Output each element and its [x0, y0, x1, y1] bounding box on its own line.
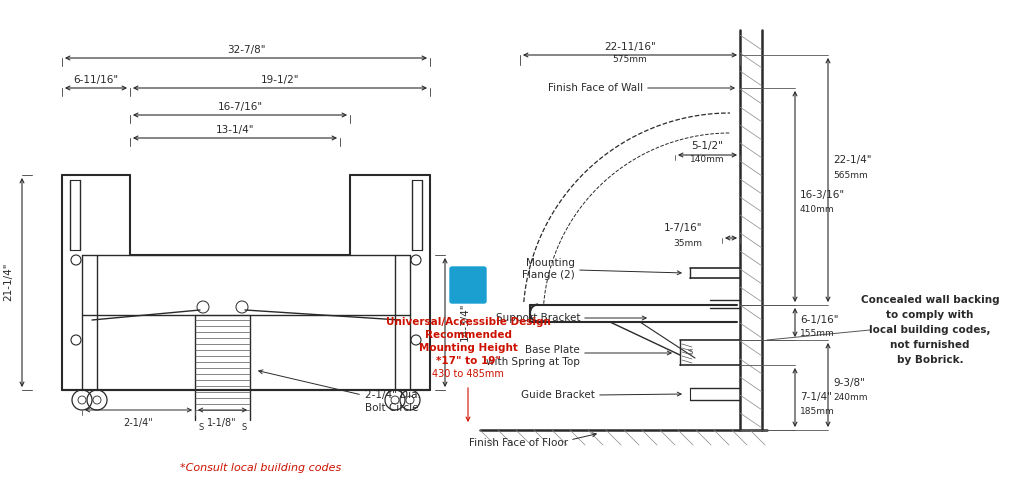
Text: S: S: [199, 424, 204, 432]
Text: 2-1/4" Dia.: 2-1/4" Dia.: [365, 390, 421, 400]
Text: 14-3/4": 14-3/4": [460, 303, 470, 341]
Text: 'S: 'S: [687, 349, 693, 355]
Text: ♿: ♿: [460, 276, 476, 294]
Text: not furnished: not furnished: [891, 340, 970, 350]
Text: local building codes,: local building codes,: [869, 325, 991, 335]
Text: *Consult local building codes: *Consult local building codes: [180, 463, 341, 473]
Text: 16-3/16": 16-3/16": [800, 190, 846, 200]
Text: Flange (2): Flange (2): [523, 270, 575, 280]
Text: Mounting Height: Mounting Height: [418, 343, 518, 353]
Text: 2-1/4": 2-1/4": [123, 418, 153, 428]
Text: S: S: [241, 424, 247, 432]
Text: Recommended: Recommended: [424, 330, 511, 340]
Text: 410mm: 410mm: [800, 205, 834, 215]
Text: 19-1/2": 19-1/2": [260, 75, 299, 85]
Text: Concealed wall backing: Concealed wall backing: [861, 295, 999, 305]
Text: 16-7/16": 16-7/16": [217, 102, 262, 112]
Text: 21-1/4": 21-1/4": [3, 263, 13, 301]
Text: 35mm: 35mm: [673, 239, 702, 247]
Text: 7-1/4": 7-1/4": [800, 392, 832, 402]
Text: 240mm: 240mm: [833, 392, 867, 402]
Text: 32-7/8": 32-7/8": [227, 45, 265, 55]
Text: Base Plate: Base Plate: [525, 345, 580, 355]
Text: Mounting: Mounting: [526, 258, 575, 268]
Text: 140mm: 140mm: [690, 156, 725, 164]
Text: 1-7/16": 1-7/16": [663, 223, 702, 233]
Text: 6-11/16": 6-11/16": [74, 75, 119, 85]
Text: 13-1/4": 13-1/4": [215, 125, 254, 135]
Text: with Spring at Top: with Spring at Top: [486, 357, 580, 367]
Text: 22-1/4": 22-1/4": [833, 155, 871, 165]
Text: 1-1/8": 1-1/8": [207, 418, 237, 428]
Text: Bolt Circle: Bolt Circle: [365, 403, 418, 413]
Text: 430 to 485mm: 430 to 485mm: [433, 369, 504, 379]
Text: 9-3/8": 9-3/8": [833, 378, 865, 388]
Text: 575mm: 575mm: [613, 56, 648, 64]
Text: *17" to 19": *17" to 19": [436, 356, 500, 366]
Text: by Bobrick.: by Bobrick.: [897, 355, 964, 365]
Text: 185mm: 185mm: [800, 407, 834, 415]
Text: 565mm: 565mm: [833, 170, 868, 180]
Text: Universal/Accessible Design: Universal/Accessible Design: [385, 317, 550, 327]
Text: Support Bracket: Support Bracket: [495, 313, 580, 323]
Text: 6-1/16": 6-1/16": [800, 315, 838, 325]
Text: 155mm: 155mm: [800, 328, 834, 338]
FancyBboxPatch shape: [450, 267, 486, 303]
Text: Guide Bracket: Guide Bracket: [521, 390, 594, 400]
Text: 5-1/2": 5-1/2": [691, 141, 723, 151]
Text: to comply with: to comply with: [887, 310, 974, 320]
Text: 22-11/16": 22-11/16": [604, 42, 656, 52]
Text: Finish Face of Wall: Finish Face of Wall: [548, 83, 643, 93]
Text: Finish Face of Floor: Finish Face of Floor: [468, 438, 568, 448]
